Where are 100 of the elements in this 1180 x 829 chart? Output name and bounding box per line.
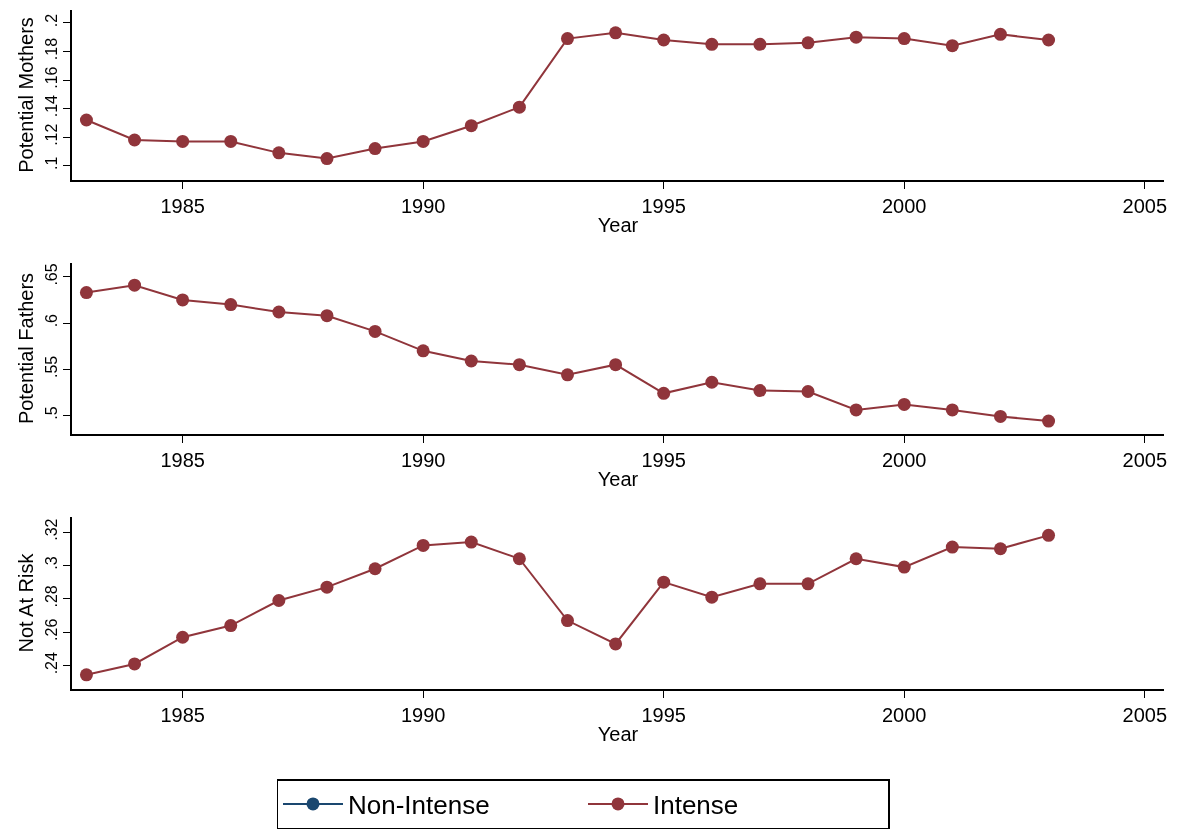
y-tick-label: .2	[42, 13, 60, 28]
point	[705, 590, 719, 604]
point	[79, 668, 93, 682]
point	[176, 134, 190, 148]
point	[512, 100, 526, 114]
point	[897, 560, 911, 574]
point	[705, 375, 719, 389]
point	[128, 278, 142, 292]
y-tick-label: .3	[42, 556, 60, 570]
point	[897, 397, 911, 411]
x-tick-label: 1995	[641, 194, 686, 217]
y-tick-label: .24	[42, 652, 60, 675]
y-tick-label: .14	[42, 94, 60, 118]
point	[464, 119, 478, 133]
point	[224, 298, 238, 312]
point	[561, 368, 574, 382]
point	[272, 594, 286, 607]
point	[849, 552, 863, 566]
point	[272, 146, 286, 160]
point	[1042, 528, 1056, 542]
y-axis-title: Potential Mothers	[14, 17, 37, 173]
point	[464, 535, 478, 549]
point	[416, 538, 430, 552]
point	[512, 358, 526, 372]
y-tick-label: .18	[42, 37, 60, 61]
x-tick-label: 1995	[641, 703, 686, 726]
y-axis-title: Potential Fathers	[14, 272, 37, 425]
point	[753, 37, 767, 51]
point	[561, 32, 574, 46]
x-tick-label: 1990	[400, 194, 446, 217]
y-tick-label: .65	[42, 263, 60, 286]
point	[512, 552, 526, 566]
point	[753, 577, 767, 591]
y-tick-label: .16	[42, 66, 60, 89]
point	[224, 134, 238, 148]
x-tick-label: 1985	[160, 703, 205, 726]
point	[945, 403, 959, 417]
point	[849, 30, 863, 44]
point	[609, 358, 623, 372]
point	[801, 384, 815, 398]
point	[320, 309, 334, 323]
point	[320, 152, 334, 166]
point	[705, 37, 719, 51]
point	[657, 33, 671, 47]
x-tick-label: 1985	[160, 448, 205, 471]
y-axis-title: Not At Risk	[14, 552, 37, 653]
y-tick-label: .1	[42, 156, 60, 170]
point	[128, 657, 142, 671]
y-tick-label: .26	[42, 618, 60, 641]
point	[416, 134, 430, 148]
x-axis-title: Year	[597, 722, 639, 745]
point	[1042, 33, 1056, 47]
point	[609, 637, 623, 651]
point	[128, 133, 142, 147]
x-tick-label: 1990	[400, 448, 446, 471]
point	[753, 384, 767, 398]
x-axis-title: Year	[597, 213, 639, 236]
x-axis-title: Year	[597, 467, 639, 490]
point	[79, 286, 93, 300]
point	[993, 409, 1007, 423]
point	[1042, 414, 1056, 428]
x-tick-label: 2000	[881, 448, 927, 471]
y-tick-label: .6	[42, 313, 60, 328]
x-tick-label: 1990	[400, 703, 446, 726]
point	[368, 562, 382, 576]
point	[176, 293, 190, 307]
point	[945, 39, 959, 53]
point	[609, 26, 623, 40]
x-tick-label: 2000	[881, 194, 927, 217]
point	[368, 324, 382, 338]
point	[945, 540, 959, 554]
point	[561, 614, 574, 628]
legend-label: Non-Intense	[348, 790, 490, 821]
legend-label: Intense	[653, 790, 739, 821]
point	[416, 344, 430, 358]
point	[320, 580, 334, 594]
y-tick-label: .55	[42, 355, 60, 379]
point	[993, 542, 1007, 556]
y-tick-label: .28	[42, 585, 60, 608]
x-tick-label: 2005	[1122, 448, 1168, 471]
x-tick-label: 1985	[160, 194, 205, 217]
point	[657, 386, 671, 400]
point	[224, 619, 238, 633]
point	[657, 575, 671, 589]
point	[79, 113, 93, 127]
point	[801, 36, 815, 50]
point	[849, 403, 863, 417]
point	[272, 305, 286, 319]
y-tick-label: .5	[42, 406, 60, 420]
x-tick-label: 2005	[1122, 194, 1168, 217]
y-tick-label: .32	[42, 518, 60, 541]
point	[464, 354, 478, 368]
x-tick-label: 1995	[641, 448, 686, 471]
x-tick-label: 2000	[881, 703, 927, 726]
point	[897, 32, 911, 46]
point	[176, 630, 190, 644]
point	[801, 577, 815, 591]
point	[368, 142, 382, 156]
point	[993, 27, 1007, 41]
x-tick-label: 2005	[1122, 703, 1168, 726]
